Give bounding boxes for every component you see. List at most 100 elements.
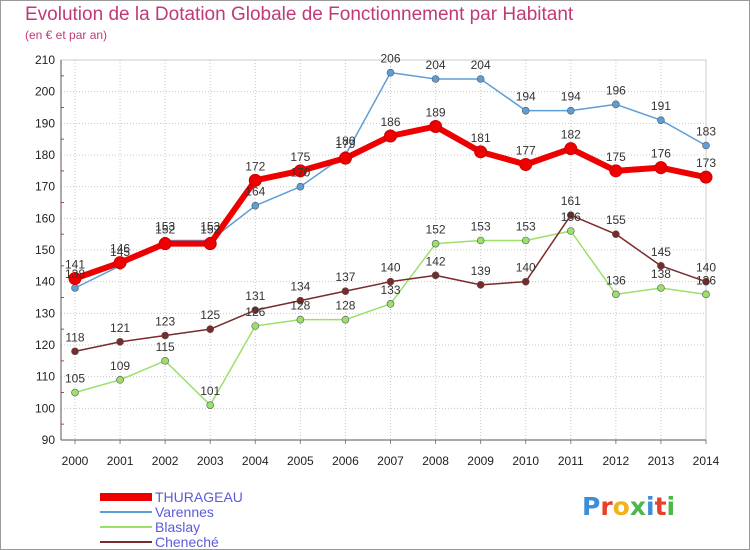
data-point-varennes bbox=[431, 75, 440, 83]
data-label-varennes: 164 bbox=[245, 185, 265, 199]
data-label-blaslay: 128 bbox=[335, 299, 355, 313]
data-point-thurageau bbox=[248, 173, 262, 187]
y-tick-label: 120 bbox=[35, 338, 55, 352]
x-tick-label: 2011 bbox=[558, 454, 584, 468]
x-tick-label: 2002 bbox=[152, 454, 179, 468]
data-point-thurageau bbox=[293, 164, 307, 178]
data-label-cheneche: 140 bbox=[696, 261, 716, 275]
data-label-blaslay: 133 bbox=[380, 283, 400, 297]
data-label-varennes: 196 bbox=[606, 83, 626, 97]
data-label-blaslay: 115 bbox=[156, 340, 175, 354]
data-label-cheneche: 134 bbox=[290, 280, 310, 294]
data-point-cheneche bbox=[702, 277, 710, 286]
data-point-cheneche bbox=[431, 271, 440, 280]
data-label-varennes: 153 bbox=[200, 220, 220, 234]
data-point-blaslay bbox=[431, 239, 440, 248]
y-tick-label: 130 bbox=[35, 306, 55, 320]
data-point-thurageau bbox=[338, 151, 352, 165]
data-label-varennes: 180 bbox=[335, 134, 355, 148]
data-label-cheneche: 121 bbox=[110, 321, 130, 335]
chart-title: Evolution de la Dotation Globale de Fonc… bbox=[25, 4, 574, 25]
data-point-varennes bbox=[296, 182, 305, 191]
x-tick-label: 2009 bbox=[467, 454, 494, 468]
data-point-cheneche bbox=[251, 306, 260, 314]
data-point-varennes bbox=[657, 116, 665, 124]
data-label-cheneche: 139 bbox=[471, 264, 491, 278]
data-point-blaslay bbox=[521, 236, 530, 245]
x-tick-label: 2007 bbox=[377, 454, 404, 468]
data-label-cheneche: 137 bbox=[335, 270, 355, 284]
data-label-varennes: 204 bbox=[471, 58, 491, 72]
data-point-varennes bbox=[566, 106, 575, 115]
data-point-thurageau bbox=[474, 145, 488, 159]
y-tick-label: 210 bbox=[35, 53, 55, 67]
data-point-blaslay bbox=[476, 236, 485, 245]
data-point-cheneche bbox=[566, 211, 575, 219]
data-label-varennes: 138 bbox=[65, 267, 85, 281]
x-tick-label: 2008 bbox=[422, 454, 449, 468]
x-tick-label: 2003 bbox=[197, 454, 224, 468]
legend-label-blaslay: Blaslay bbox=[155, 519, 200, 535]
data-point-varennes bbox=[476, 75, 485, 83]
data-label-thurageau: 179 bbox=[335, 137, 355, 151]
data-point-cheneche bbox=[476, 281, 485, 289]
data-point-thurageau bbox=[203, 237, 217, 251]
data-label-thurageau: 172 bbox=[245, 159, 265, 173]
data-label-thurageau: 152 bbox=[200, 223, 220, 237]
data-point-cheneche bbox=[521, 277, 530, 286]
data-point-thurageau bbox=[113, 256, 127, 270]
data-label-cheneche: 140 bbox=[516, 261, 536, 275]
data-point-varennes bbox=[702, 141, 710, 150]
axes: 90 100 110 120 130 140 150 160 170 180 190 200 210 20… bbox=[35, 53, 720, 468]
data-label-cheneche: 155 bbox=[606, 213, 626, 227]
y-tick-label: 90 bbox=[42, 433, 56, 447]
data-point-varennes bbox=[71, 284, 79, 292]
x-tick-label: 2006 bbox=[332, 454, 359, 468]
data-point-cheneche bbox=[206, 325, 215, 333]
data-point-blaslay bbox=[566, 227, 575, 235]
data-point-varennes bbox=[521, 106, 530, 115]
data-label-varennes: 191 bbox=[651, 99, 671, 113]
proxiti-logo-text: Proxiti bbox=[582, 492, 675, 521]
x-tick-label: 2001 bbox=[107, 454, 134, 468]
data-point-blaslay bbox=[71, 388, 79, 397]
data-label-cheneche: 161 bbox=[561, 194, 581, 208]
data-point-blaslay bbox=[702, 290, 710, 299]
data-label-cheneche: 140 bbox=[380, 261, 400, 275]
data-point-thurageau bbox=[609, 164, 623, 178]
data-label-cheneche: 125 bbox=[200, 308, 220, 322]
data-label-blaslay: 101 bbox=[200, 384, 220, 398]
data-label-thurageau: 175 bbox=[290, 150, 310, 164]
data-label-varennes: 206 bbox=[380, 52, 400, 66]
data-label-varennes: 170 bbox=[290, 166, 310, 180]
data-label-blaslay: 136 bbox=[606, 273, 626, 287]
data-label-blaslay: 152 bbox=[426, 223, 446, 237]
data-point-blaslay bbox=[116, 376, 124, 384]
y-tick-label: 150 bbox=[35, 243, 55, 257]
y-tick-label: 100 bbox=[35, 401, 55, 415]
data-label-varennes: 153 bbox=[155, 220, 175, 234]
data-label-cheneche: 118 bbox=[65, 330, 84, 344]
data-point-varennes bbox=[612, 100, 620, 109]
data-point-thurageau bbox=[699, 170, 713, 184]
data-point-cheneche bbox=[296, 296, 305, 305]
data-label-cheneche: 145 bbox=[651, 245, 671, 259]
data-label-varennes: 194 bbox=[561, 90, 581, 104]
data-label-thurageau: 181 bbox=[471, 131, 491, 145]
data-point-varennes bbox=[386, 68, 395, 77]
y-tick-label: 160 bbox=[35, 211, 55, 225]
data-label-varennes: 204 bbox=[426, 58, 446, 72]
legend-label-cheneche: Cheneché bbox=[155, 534, 219, 550]
data-label-thurageau: 176 bbox=[651, 147, 671, 161]
data-point-blaslay bbox=[386, 300, 395, 308]
data-label-blaslay: 105 bbox=[65, 372, 85, 386]
chart-subtitle: (en € et par an) bbox=[25, 28, 108, 42]
data-point-varennes bbox=[251, 201, 260, 210]
data-point-blaslay bbox=[341, 315, 350, 324]
y-tick-label: 180 bbox=[35, 148, 55, 162]
legend-label-varennes: Varennes bbox=[155, 504, 214, 520]
y-tick-label: 110 bbox=[36, 370, 55, 384]
data-label-varennes: 145 bbox=[110, 245, 130, 259]
